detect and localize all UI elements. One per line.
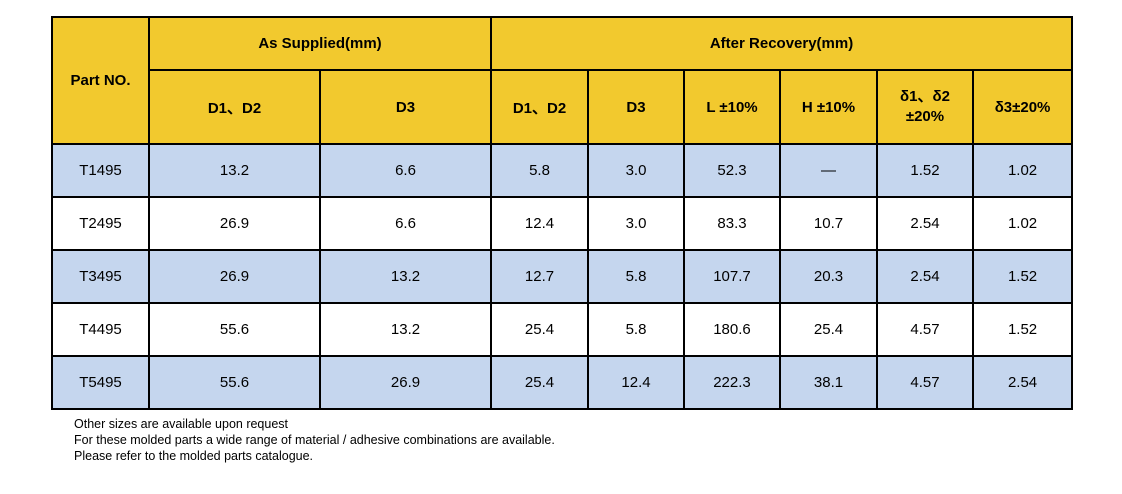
cell-value: 10.7 xyxy=(779,196,878,251)
cell-value: 13.2 xyxy=(319,302,492,357)
cell-value: 1.02 xyxy=(971,196,1074,251)
cell-value: 5.8 xyxy=(490,143,589,198)
header-row-columns: D1、D2 D3 D1、D2 D3 L ±10% H ±10% δ1、δ2 ±2… xyxy=(52,69,1074,145)
header-col-supplied-d1-d2: D1、D2 xyxy=(148,69,321,145)
cell-value: 12.4 xyxy=(490,196,589,251)
cell-value: 13.2 xyxy=(148,143,321,198)
cell-value: 4.57 xyxy=(876,355,974,410)
cell-value: 4.57 xyxy=(876,302,974,357)
header-col-delta3: δ3±20% xyxy=(971,69,1074,145)
cell-value: 83.3 xyxy=(683,196,781,251)
footnotes: Other sizes are available upon request F… xyxy=(74,416,555,464)
header-col-recovery-d1-d2: D1、D2 xyxy=(490,69,589,145)
cell-value: 26.9 xyxy=(319,355,492,410)
cell-part-no: T5495 xyxy=(51,355,150,410)
table-row: T1495 13.2 6.6 5.8 3.0 52.3 — 1.52 1.02 xyxy=(51,143,1074,198)
table-row: T5495 55.6 26.9 25.4 12.4 222.3 38.1 4.5… xyxy=(51,355,1074,410)
cell-value: 222.3 xyxy=(683,355,781,410)
cell-value: 20.3 xyxy=(779,249,878,304)
spec-table: Part NO. As Supplied(mm) After Recovery(… xyxy=(51,16,1074,410)
cell-value: 5.8 xyxy=(587,249,685,304)
cell-value: 6.6 xyxy=(319,143,492,198)
cell-value: 25.4 xyxy=(490,302,589,357)
cell-value: 2.54 xyxy=(876,249,974,304)
cell-value: 38.1 xyxy=(779,355,878,410)
cell-value: 52.3 xyxy=(683,143,781,198)
cell-value: 1.52 xyxy=(971,302,1074,357)
cell-value: 180.6 xyxy=(683,302,781,357)
table-row: T2495 26.9 6.6 12.4 3.0 83.3 10.7 2.54 1… xyxy=(51,196,1074,251)
cell-value: 55.6 xyxy=(148,302,321,357)
cell-value: 25.4 xyxy=(490,355,589,410)
cell-part-no: T2495 xyxy=(51,196,150,251)
table-body: T1495 13.2 6.6 5.8 3.0 52.3 — 1.52 1.02 … xyxy=(51,143,1074,410)
cell-value: 1.52 xyxy=(971,249,1074,304)
cell-value: 3.0 xyxy=(587,196,685,251)
cell-part-no: T4495 xyxy=(51,302,150,357)
header-col-delta12: δ1、δ2 ±20% xyxy=(876,69,974,145)
header-row-groups: Part NO. As Supplied(mm) After Recovery(… xyxy=(51,16,1074,145)
cell-part-no: T3495 xyxy=(51,249,150,304)
cell-value: 26.9 xyxy=(148,249,321,304)
cell-value: 1.02 xyxy=(971,143,1074,198)
header-part-no: Part NO. xyxy=(51,16,150,145)
header-col-h: H ±10% xyxy=(779,69,878,145)
cell-value: 26.9 xyxy=(148,196,321,251)
footnote-line: Other sizes are available upon request xyxy=(74,417,289,431)
cell-value: 3.0 xyxy=(587,143,685,198)
cell-value: 55.6 xyxy=(148,355,321,410)
table-row: T3495 26.9 13.2 12.7 5.8 107.7 20.3 2.54… xyxy=(51,249,1074,304)
cell-value: 2.54 xyxy=(876,196,974,251)
cell-value: 1.52 xyxy=(876,143,974,198)
cell-value: 12.4 xyxy=(587,355,685,410)
cell-value: 13.2 xyxy=(319,249,492,304)
header-col-recovery-d3: D3 xyxy=(587,69,685,145)
cell-value: 2.54 xyxy=(971,355,1074,410)
header-col-supplied-d3: D3 xyxy=(319,69,492,145)
cell-part-no: T1495 xyxy=(51,143,150,198)
footnote-line: For these molded parts a wide range of m… xyxy=(74,433,555,447)
cell-value: 107.7 xyxy=(683,249,781,304)
footnote-line: Please refer to the molded parts catalog… xyxy=(74,449,314,463)
cell-value: — xyxy=(779,143,878,198)
header-col-l: L ±10% xyxy=(683,69,781,145)
table-row: T4495 55.6 13.2 25.4 5.8 180.6 25.4 4.57… xyxy=(51,302,1074,357)
header-after-recovery: After Recovery(mm) xyxy=(489,16,1074,71)
cell-value: 12.7 xyxy=(490,249,589,304)
header-as-supplied: As Supplied(mm) xyxy=(148,16,492,71)
cell-value: 25.4 xyxy=(779,302,878,357)
cell-value: 5.8 xyxy=(587,302,685,357)
cell-value: 6.6 xyxy=(319,196,492,251)
